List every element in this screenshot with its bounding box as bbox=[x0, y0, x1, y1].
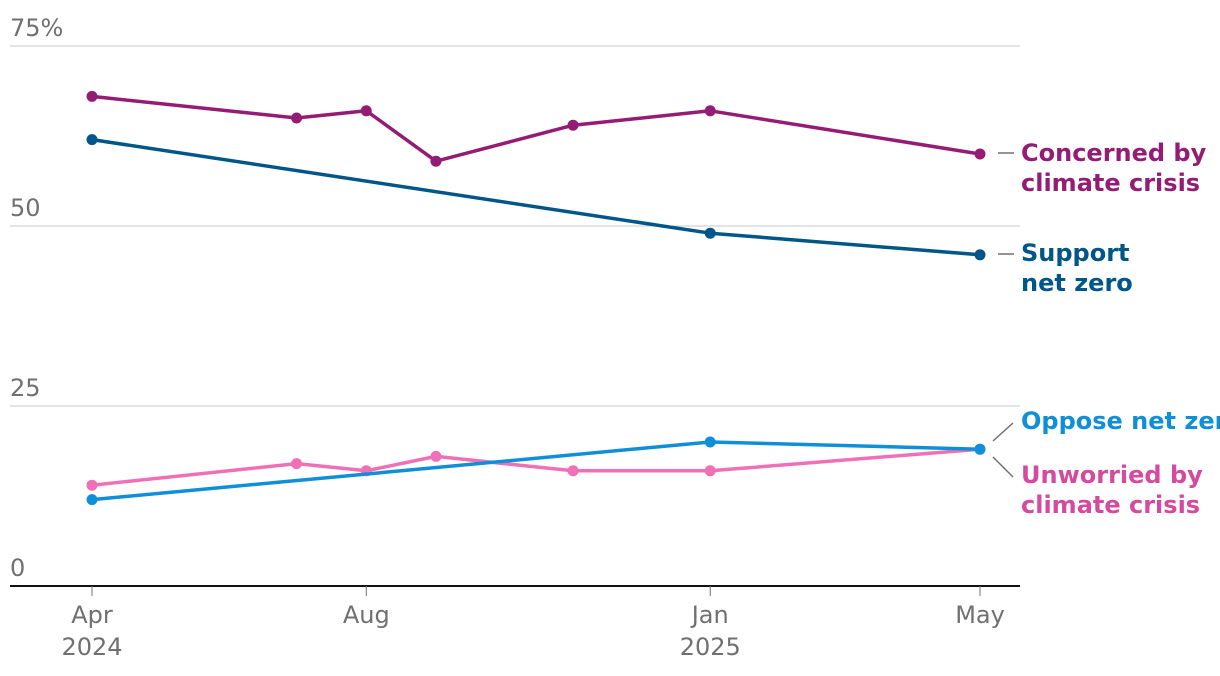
data-point-unworried-by-climate-crisis bbox=[704, 465, 716, 477]
series-label-support-net-zero: Support net zero bbox=[1021, 239, 1133, 297]
data-point-concerned-by-climate-crisis bbox=[291, 112, 303, 124]
data-point-oppose-net-zero bbox=[704, 436, 716, 448]
series-label-line: Oppose net zero bbox=[1021, 407, 1220, 435]
y-tick-label: 50 bbox=[10, 194, 41, 222]
data-point-support-net-zero bbox=[86, 134, 98, 146]
series-line-unworried-by-climate-crisis bbox=[90, 447, 982, 487]
label-leader-unworried-by-climate-crisis bbox=[992, 456, 1014, 478]
data-point-oppose-net-zero bbox=[86, 494, 98, 506]
series-label-concerned-by-climate-crisis: Concerned by climate crisis bbox=[1021, 139, 1207, 197]
data-point-oppose-net-zero bbox=[974, 443, 986, 455]
data-point-concerned-by-climate-crisis bbox=[974, 148, 986, 160]
data-point-concerned-by-climate-crisis bbox=[360, 105, 372, 117]
y-tick-label: 0 bbox=[10, 554, 25, 582]
data-point-concerned-by-climate-crisis bbox=[430, 155, 442, 167]
grid-layer: 0 25 50 75% bbox=[10, 14, 1020, 587]
data-point-support-net-zero bbox=[974, 249, 986, 261]
series-label-line: climate crisis bbox=[1021, 491, 1200, 519]
x-axis: Apr 2024 Aug Jan 2025 May bbox=[61, 586, 1005, 661]
series-label-line: net zero bbox=[1021, 269, 1133, 297]
data-point-support-net-zero bbox=[704, 227, 716, 239]
data-point-concerned-by-climate-crisis bbox=[704, 105, 716, 117]
x-tick-label: Aug bbox=[343, 601, 390, 629]
y-tick-label: 25 bbox=[10, 374, 41, 402]
data-point-concerned-by-climate-crisis bbox=[86, 90, 98, 102]
series-label-oppose-net-zero: Oppose net zero bbox=[1021, 407, 1220, 435]
x-tick-label: May bbox=[955, 601, 1005, 629]
x-tick-year-label: 2025 bbox=[680, 633, 741, 661]
data-point-unworried-by-climate-crisis bbox=[567, 465, 579, 477]
series-label-line: Concerned by bbox=[1021, 139, 1207, 167]
y-tick-label: 75% bbox=[10, 14, 63, 42]
data-point-unworried-by-climate-crisis bbox=[86, 479, 98, 491]
series-label-line: Unworried by bbox=[1021, 461, 1203, 489]
x-tick-label: Jan bbox=[690, 601, 729, 629]
series-line-support-net-zero bbox=[90, 137, 982, 257]
series-label-unworried-by-climate-crisis: Unworried by climate crisis bbox=[1021, 461, 1203, 519]
data-point-unworried-by-climate-crisis bbox=[291, 458, 303, 470]
x-tick-label: Apr bbox=[71, 601, 113, 629]
series-layer bbox=[86, 90, 986, 506]
x-tick-year-label: 2024 bbox=[61, 633, 122, 661]
label-leader-oppose-net-zero bbox=[992, 422, 1014, 442]
series-line-concerned-by-climate-crisis bbox=[90, 94, 982, 163]
data-point-concerned-by-climate-crisis bbox=[567, 119, 579, 131]
series-label-line: climate crisis bbox=[1021, 169, 1200, 197]
data-point-unworried-by-climate-crisis bbox=[430, 450, 442, 462]
series-label-line: Support bbox=[1021, 239, 1130, 267]
